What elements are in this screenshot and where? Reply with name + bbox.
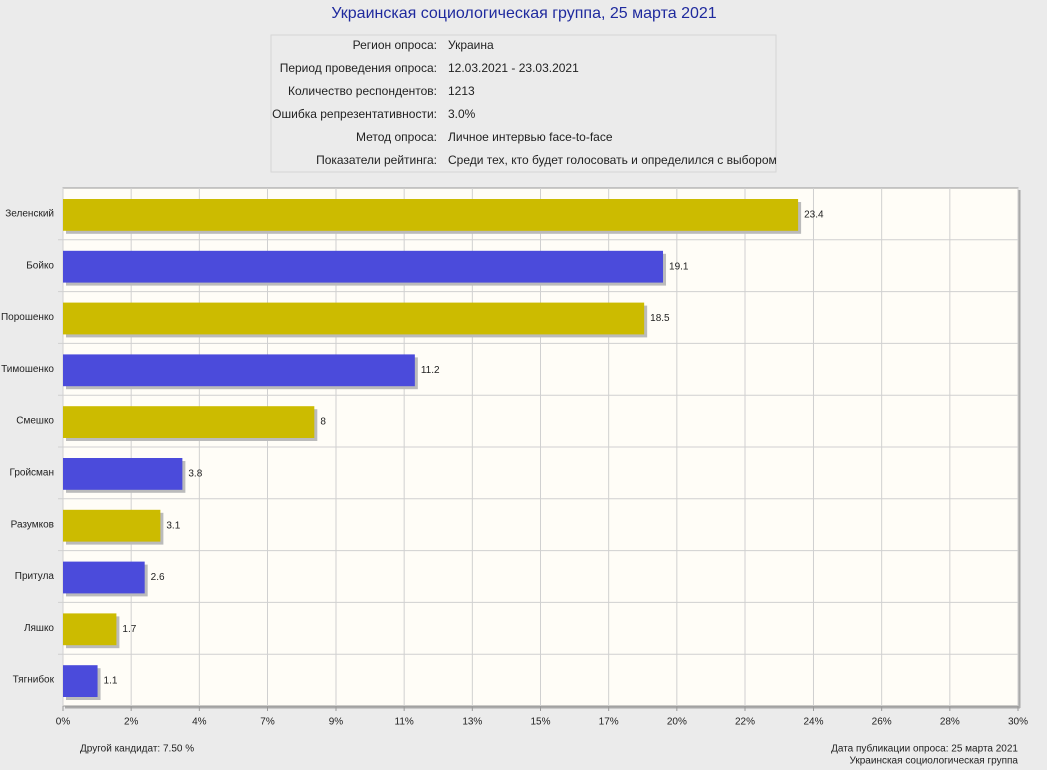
y-tick-label: Разумков	[11, 519, 54, 530]
bar	[63, 509, 161, 542]
bar	[63, 406, 315, 438]
x-tick-label: 30%	[1008, 717, 1028, 728]
value-label: 18.5	[650, 313, 670, 324]
source: Украинская социологическая группа	[849, 756, 1018, 767]
x-tick-label: 0%	[56, 717, 71, 728]
note: Другой кандидат: 7.50 %	[80, 744, 194, 755]
info-value: 12.03.2021 - 23.03.2021	[448, 61, 579, 75]
info-value: Личное интервью face-to-face	[448, 130, 613, 144]
bar	[63, 561, 145, 594]
y-tick-label: Притула	[15, 571, 55, 582]
info-label: Регион опроса:	[353, 38, 437, 52]
publication-date: Дата публикации опроса: 25 марта 2021	[831, 743, 1018, 755]
value-label: 23.4	[804, 210, 824, 221]
info-value: Украина	[448, 38, 494, 52]
info-label: Метод опроса:	[356, 130, 437, 144]
value-label: 19.1	[669, 261, 689, 272]
info-label: Количество респондентов:	[288, 84, 437, 98]
bar	[63, 613, 117, 646]
x-tick-label: 17%	[599, 717, 619, 728]
value-label: 1.7	[122, 624, 136, 635]
info-value: 3.0%	[448, 107, 476, 121]
y-tick-label: Бойко	[26, 260, 54, 271]
x-tick-label: 11%	[395, 717, 414, 728]
x-tick-label: 9%	[329, 717, 344, 728]
bar	[63, 199, 799, 231]
bar	[63, 302, 645, 335]
info-label: Ошибка репрезентативности:	[272, 107, 437, 121]
y-tick-label: Смешко	[16, 416, 54, 427]
bar	[63, 458, 183, 490]
y-tick-label: Зеленский	[5, 209, 54, 220]
x-tick-label: 4%	[192, 717, 207, 728]
info-value: Среди тех, кто будет голосовать и опреде…	[448, 153, 777, 167]
x-tick-label: 7%	[260, 717, 275, 728]
value-label: 1.1	[104, 676, 118, 687]
y-tick-label: Тимошенко	[1, 364, 54, 375]
x-tick-label: 2%	[124, 717, 139, 728]
info-box	[270, 34, 777, 173]
value-label: 3.1	[166, 520, 180, 531]
bar	[63, 250, 664, 283]
x-tick-label: 22%	[735, 717, 755, 728]
info-label: Период проведения опроса:	[280, 61, 437, 75]
value-label: 3.8	[188, 469, 202, 480]
y-tick-label: Гройсман	[9, 468, 54, 479]
info-label: Показатели рейтинга:	[316, 153, 437, 167]
x-tick-label: 24%	[803, 717, 823, 728]
value-label: 2.6	[151, 572, 165, 583]
x-tick-label: 28%	[940, 717, 960, 728]
bar	[63, 665, 98, 697]
x-tick-label: 26%	[872, 717, 892, 728]
bar	[63, 354, 415, 387]
y-tick-label: Ляшко	[24, 623, 54, 634]
x-tick-label: 15%	[530, 717, 550, 728]
value-label: 11.2	[421, 365, 440, 376]
x-tick-label: 20%	[667, 717, 687, 728]
value-label: 8	[320, 417, 326, 428]
info-value: 1213	[448, 84, 475, 98]
y-tick-label: Тягнибок	[13, 674, 55, 686]
chart-title: Украинская социологическая группа, 25 ма…	[331, 5, 716, 22]
x-tick-label: 13%	[462, 717, 482, 728]
y-tick-label: Порошенко	[1, 312, 54, 323]
